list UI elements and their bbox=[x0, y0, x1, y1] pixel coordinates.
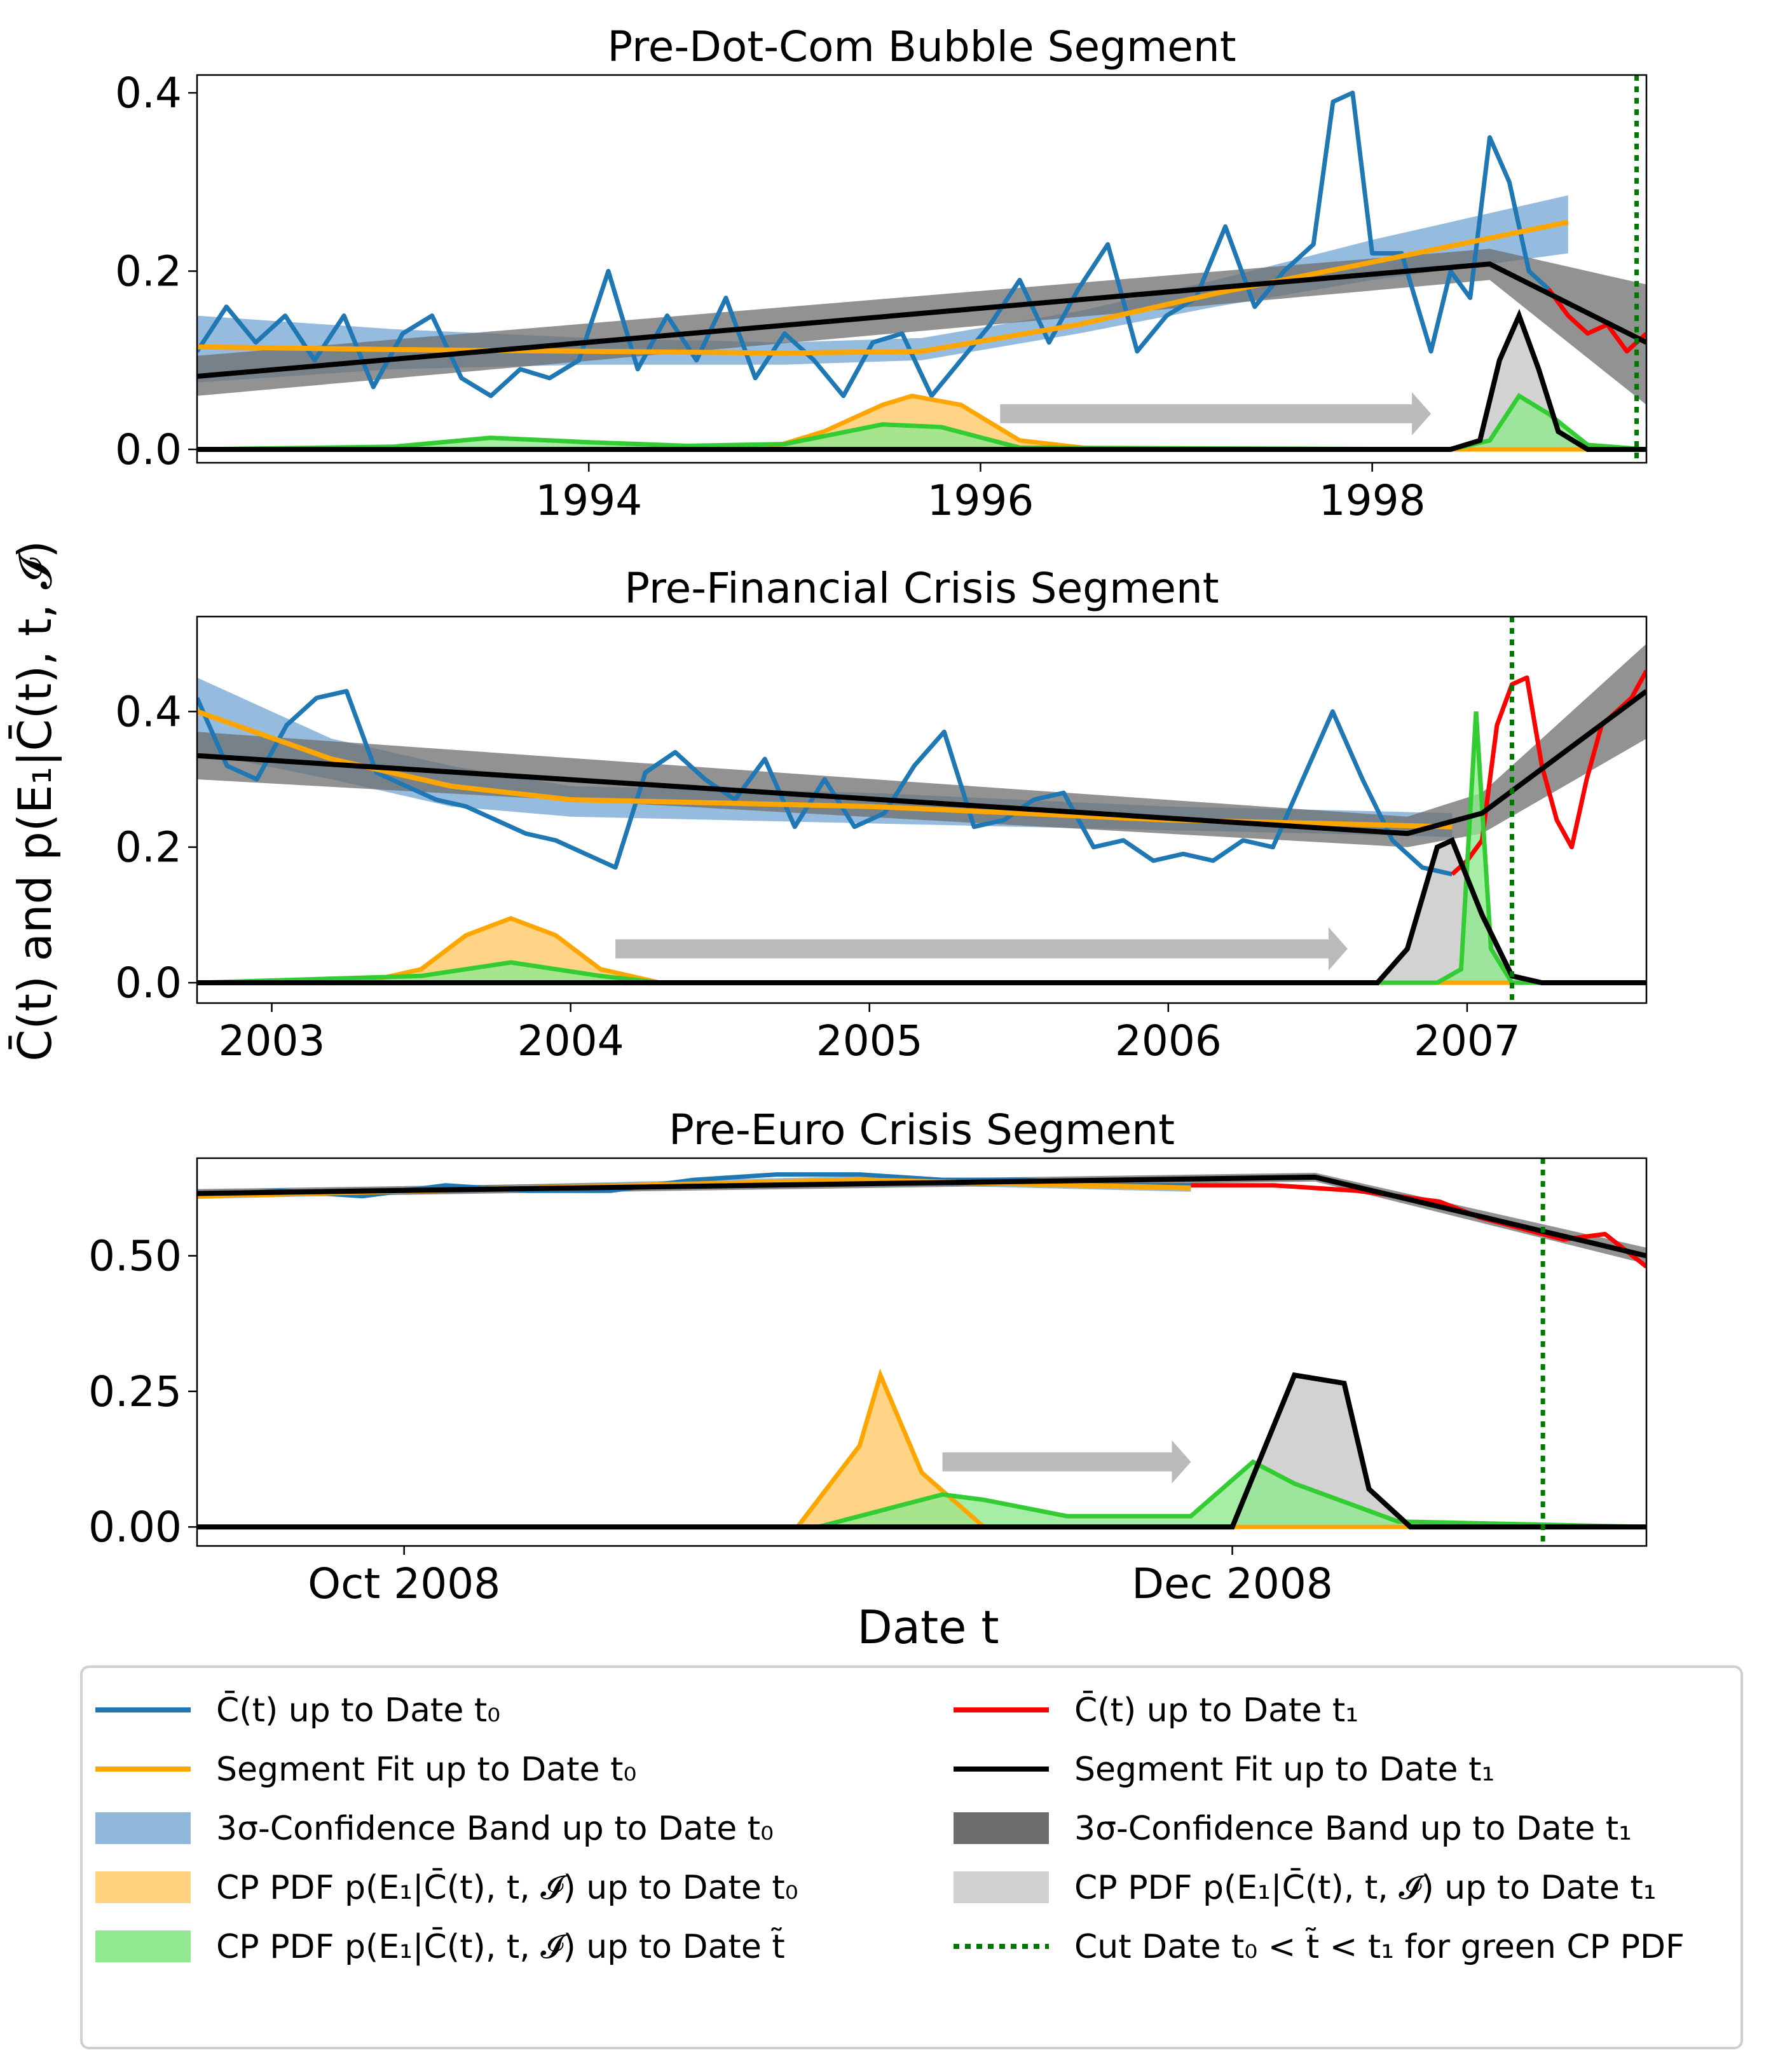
legend-swatch bbox=[95, 1931, 191, 1962]
legend-item-band_t0: 3σ-Confidence Band up to Date t₀ bbox=[95, 1810, 774, 1848]
x-tick-label: 1998 bbox=[1319, 476, 1426, 525]
y-tick-label: 0.4 bbox=[115, 69, 182, 118]
plot-area bbox=[197, 1158, 1646, 1546]
legend-item-fit_t1: Segment Fit up to Date t₁ bbox=[954, 1751, 1494, 1789]
y-tick-label: 0.2 bbox=[115, 823, 182, 872]
legend-item-pdf_t1: CP PDF p(E₁|C̄(t), t, 𝓘) up to Date t₁ bbox=[954, 1868, 1657, 1907]
series-data-t0 bbox=[197, 90, 1550, 399]
panel-2: Pre-Financial Crisis Segment 2003 2004 2005… bbox=[115, 564, 1648, 1065]
y-tick-label: 0.0 bbox=[115, 959, 182, 1008]
confidence-band-t1 bbox=[197, 643, 1646, 847]
legend-item-cut: Cut Date t₀ < t̃ < t₁ for green CP PDF bbox=[954, 1927, 1685, 1966]
legend-label: CP PDF p(E₁|C̄(t), t, 𝓘) up to Date t₀ bbox=[216, 1868, 798, 1907]
legend-label: C̄(t) up to Date t₀ bbox=[216, 1691, 500, 1730]
cp-pdf-t1-line bbox=[197, 837, 1646, 985]
segment-fit-t1 bbox=[197, 689, 1646, 837]
series-data-t1 bbox=[1547, 287, 1646, 354]
legend-swatch bbox=[95, 1812, 191, 1844]
plot-area bbox=[197, 75, 1646, 463]
panel-title: Pre-Dot-Com Bubble Segment bbox=[607, 22, 1236, 71]
series-data-t0 bbox=[197, 688, 1453, 877]
y-tick-label: 0.25 bbox=[88, 1367, 182, 1416]
chart-panels: Pre-Dot-Com Bubble Segment 1994 1996 1998 0.… bbox=[88, 22, 1648, 1608]
x-tick-label: 2004 bbox=[517, 1016, 624, 1065]
cp-pdf-tt-line bbox=[197, 393, 1646, 452]
panel-title: Pre-Euro Crisis Segment bbox=[669, 1105, 1175, 1154]
x-tick-label: 2007 bbox=[1414, 1016, 1521, 1065]
legend-item-data_t1: C̄(t) up to Date t₁ bbox=[954, 1691, 1358, 1730]
y-tick-label: 0.2 bbox=[115, 247, 182, 296]
cp-pdf-t0-fill bbox=[197, 395, 1646, 449]
legend-item-pdf_t0: CP PDF p(E₁|C̄(t), t, 𝓘) up to Date t₀ bbox=[95, 1868, 798, 1907]
x-tick-label: 2003 bbox=[219, 1016, 325, 1065]
legend-frame bbox=[80, 1665, 1743, 2049]
axes-frame bbox=[196, 615, 1648, 1004]
panel-3: Pre-Euro Crisis Segment Oct 2008 Dec 2008 0… bbox=[88, 1105, 1648, 1608]
cp-pdf-t1-line bbox=[197, 308, 1646, 452]
y-tick-label: 0.00 bbox=[88, 1503, 182, 1552]
axes-frame bbox=[196, 74, 1648, 464]
panel-1: Pre-Dot-Com Bubble Segment 1994 1996 1998 0.… bbox=[115, 22, 1648, 525]
x-tick-label: 2005 bbox=[816, 1016, 923, 1065]
confidence-band-t0 bbox=[197, 678, 1453, 837]
legend-label: 3σ-Confidence Band up to Date t₁ bbox=[1074, 1810, 1632, 1848]
plot-area bbox=[197, 617, 1646, 1003]
x-tick-label: 1996 bbox=[927, 476, 1034, 525]
x-tick-label: Oct 2008 bbox=[308, 1559, 500, 1608]
legend-label: Segment Fit up to Date t₁ bbox=[1074, 1751, 1494, 1789]
legend-swatch bbox=[954, 1871, 1049, 1903]
cp-pdf-tt-line bbox=[197, 711, 1646, 985]
cp-pdf-tt-fill bbox=[197, 395, 1646, 449]
series-data-t1 bbox=[1191, 1183, 1646, 1269]
legend-label: Cut Date t₀ < t̃ < t₁ for green CP PDF bbox=[1074, 1927, 1685, 1966]
legend: C̄(t) up to Date t₀ C̄(t) up to Date t₁ Se… bbox=[80, 1665, 1743, 2049]
legend-label: CP PDF p(E₁|C̄(t), t, 𝓘) up to Date t₁ bbox=[1074, 1868, 1657, 1907]
axes-frame bbox=[196, 1157, 1648, 1547]
legend-label: C̄(t) up to Date t₁ bbox=[1074, 1691, 1358, 1730]
cp-pdf-t1-fill bbox=[197, 840, 1646, 983]
cp-pdf-tt-line bbox=[197, 1459, 1646, 1529]
x-tick-label: Dec 2008 bbox=[1132, 1559, 1333, 1608]
legend-label: Segment Fit up to Date t₀ bbox=[216, 1751, 636, 1789]
y-axis-label: C̄(t) and p(E₁|C̄(t), t, 𝓘) bbox=[8, 540, 62, 1062]
cp-pdf-t0-fill bbox=[197, 1375, 1646, 1527]
segment-fit-t0 bbox=[197, 219, 1569, 356]
legend-swatch bbox=[954, 1812, 1049, 1844]
legend-label: 3σ-Confidence Band up to Date t₀ bbox=[216, 1810, 774, 1848]
x-axis-label: Date t bbox=[857, 1601, 999, 1654]
legend-swatch bbox=[95, 1871, 191, 1903]
y-tick-label: 0.0 bbox=[115, 425, 182, 474]
confidence-band-t1 bbox=[197, 249, 1646, 405]
panel-title: Pre-Financial Crisis Segment bbox=[624, 564, 1219, 613]
y-tick-label: 0.50 bbox=[88, 1232, 182, 1281]
cp-pdf-t0-fill bbox=[197, 918, 1646, 983]
cp-pdf-t1-line bbox=[197, 1372, 1646, 1530]
confidence-band-t1 bbox=[197, 1173, 1646, 1264]
shift-arrow bbox=[615, 927, 1348, 971]
shift-arrow bbox=[942, 1440, 1191, 1484]
legend-label: CP PDF p(E₁|C̄(t), t, 𝓘) up to Date t̃ bbox=[216, 1927, 785, 1966]
legend-item-pdf_tt: CP PDF p(E₁|C̄(t), t, 𝓘) up to Date t̃ bbox=[95, 1927, 785, 1966]
segment-fit-t1 bbox=[197, 1174, 1646, 1259]
x-tick-label: 2006 bbox=[1115, 1016, 1222, 1065]
legend-item-band_t1: 3σ-Confidence Band up to Date t₁ bbox=[954, 1810, 1632, 1848]
legend-item-data_t0: C̄(t) up to Date t₀ bbox=[95, 1691, 500, 1730]
legend-item-fit_t0: Segment Fit up to Date t₀ bbox=[95, 1751, 636, 1789]
segment-fit-t1 bbox=[197, 261, 1646, 379]
x-tick-label: 1994 bbox=[535, 476, 642, 525]
y-tick-label: 0.4 bbox=[115, 687, 182, 736]
shift-arrow bbox=[1000, 392, 1432, 435]
